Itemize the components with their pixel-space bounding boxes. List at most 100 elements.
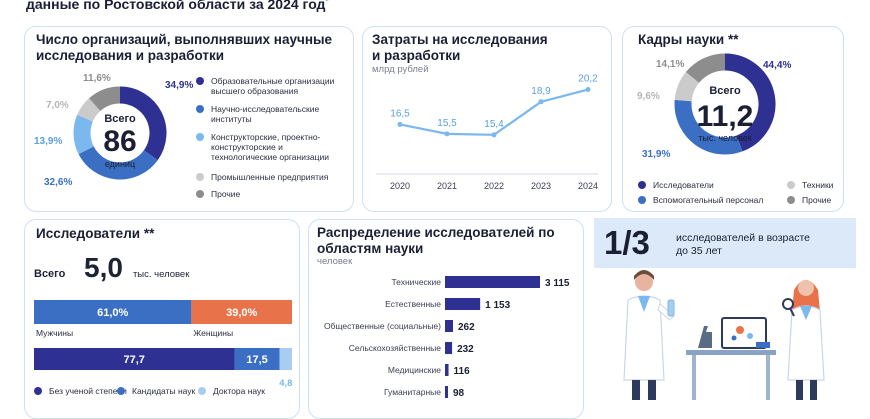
orgs-pct-1: 32,6% (44, 177, 72, 188)
young-fraction: 1/3 (604, 224, 650, 261)
orgs-slice-2 (73, 114, 94, 155)
scientist-right-illustration (782, 280, 825, 400)
fields-bar (445, 386, 448, 398)
fields-value-label: 116 (454, 366, 471, 377)
title-footnote-mark: * (325, 0, 329, 6)
legend-dot (196, 190, 204, 198)
legend-dot (196, 133, 204, 141)
staff-legend-item: Техники (787, 180, 833, 190)
legend-dot (196, 173, 204, 181)
fields-value-label: 232 (457, 344, 474, 355)
orgs-legend-label: Конструкторские, проектно-конструкторски… (211, 132, 329, 162)
lab-illustration (623, 270, 825, 400)
legend-dot (638, 181, 646, 189)
legend-dot (198, 387, 206, 395)
orgs-legend-label: Промышленные предприятия (211, 172, 329, 182)
staff-title-note: ** (728, 32, 739, 47)
degree-bar-value: 4,8 (279, 378, 292, 389)
gender-bar-label: Мужчины (36, 328, 73, 338)
costs-x-tick: 2021 (437, 181, 457, 191)
costs-x-tick: 2020 (390, 181, 410, 191)
costs-value-label: 16,5 (390, 108, 410, 119)
researchers-title: Исследователи ** (36, 226, 154, 242)
researchers-legend-item: Кандидаты наук (117, 386, 195, 396)
orgs-slice-1 (78, 145, 158, 180)
orgs-center-label: Всего (104, 113, 136, 125)
staff-slice-2 (674, 72, 700, 102)
degree-bar-segment (234, 348, 280, 370)
fields-bar (445, 298, 481, 310)
fields-category-label: Гуманитарные (384, 387, 441, 397)
researchers-legend-item: Без ученой степени (34, 386, 127, 396)
orgs-legend-label: Образовательные организации высшего обра… (211, 76, 335, 96)
costs-title: Затраты на исследования и разработки (372, 32, 548, 63)
staff-legend-item: Вспомогательный персонал (638, 195, 763, 205)
costs-x-tick: 2023 (531, 181, 551, 191)
orgs-legend-label: Научно-исследовательские институты (211, 104, 320, 124)
young-text: исследователей в возрасте до 35 лет (676, 232, 810, 258)
gender-bar-segment (34, 300, 192, 324)
legend-dot (34, 387, 42, 395)
fields-category-label: Общественные (социальные) (324, 321, 441, 331)
orgs-center-value: 86 (103, 125, 136, 158)
degree-bar-value: 17,5 (246, 354, 267, 366)
researchers-total-value: 5,0 (84, 252, 123, 283)
researchers-legend-label: Кандидаты наук (132, 386, 196, 396)
page-header: данные по Ростовской области за 2024 год… (26, 0, 329, 12)
orgs-title: Число организаций, выполнявших научные и… (36, 32, 333, 63)
young-panel (594, 218, 856, 268)
researchers-legend-label: Доктора наук (213, 386, 266, 396)
researchers-total-label: Всего (34, 268, 66, 280)
fields-bar-chart: Технические 3 115 Естественные 1 153 Обществ… (324, 276, 570, 399)
costs-value-label: 20,2 (578, 74, 598, 85)
orgs-slice-3 (77, 98, 101, 122)
orgs-legend-item: Научно-исследовательские институты (196, 104, 346, 124)
gender-bar-value: 61,0% (97, 307, 128, 319)
orgs-legend-label: Прочие (211, 189, 241, 199)
legend-dot (196, 77, 204, 85)
staff-title-text: Кадры науки (638, 32, 725, 47)
gender-bar-segment (191, 300, 292, 324)
orgs-legend-item: Конструкторские, проектно-конструкторски… (196, 132, 346, 162)
staff-legend-label: Прочие (802, 195, 832, 205)
page-title: данные по Ростовской области за 2024 год (26, 0, 326, 12)
fields-bar (445, 276, 540, 288)
costs-point (585, 87, 591, 93)
fields-value-label: 98 (453, 388, 465, 399)
staff-pct-2: 9,6% (637, 91, 660, 102)
staff-pct-3: 14,1% (656, 59, 684, 70)
costs-line-chart: 16,5 15,5 15,4 18,9 20,2 2020 2021 2022 2023 202… (376, 74, 598, 191)
costs-point (444, 131, 450, 137)
gender-bar-value: 39,0% (226, 307, 257, 319)
fields-category-label: Технические (391, 277, 441, 287)
staff-center-unit: тыс. человек (698, 133, 752, 143)
degree-bar-segment (279, 348, 292, 370)
orgs-pct-0: 34,9% (165, 80, 193, 91)
staff-legend-label: Исследователи (653, 180, 714, 190)
staff-donut: Всего 11,2 тыс. человек 44,4% 31,9% 9,6%… (637, 53, 791, 160)
gender-bar-label: Женщины (193, 328, 233, 338)
fields-bar (445, 320, 453, 332)
orgs-center-unit: единиц (105, 159, 135, 169)
orgs-legend-item: Промышленные предприятия (196, 172, 346, 182)
fields-card (308, 219, 584, 419)
staff-legend-item: Исследователи (638, 180, 714, 190)
staff-center-value: 11,2 (697, 100, 754, 133)
costs-x-tick: 2024 (578, 181, 598, 191)
staff-legend-item: Прочие (787, 195, 831, 205)
legend-dot (638, 196, 646, 204)
costs-point (491, 132, 497, 138)
researchers-legend-item: Доктора наук (198, 386, 265, 396)
staff-title: Кадры науки ** (638, 32, 739, 48)
orgs-pct-3: 7,0% (46, 100, 69, 111)
fields-unit: человек (317, 256, 353, 267)
researchers-total-unit: тыс. человек (132, 269, 190, 280)
fields-bar (445, 342, 453, 354)
staff-slice-0 (724, 53, 776, 152)
degree-bar-value: 77,7 (124, 354, 145, 366)
costs-point (538, 99, 544, 105)
orgs-donut: Всего 86 единиц 34,9% 32,6% 13,9% 7,0% 1… (34, 73, 193, 188)
staff-slice-3 (685, 53, 726, 84)
researchers-legend-label: Без ученой степени (49, 386, 127, 396)
researchers-title-text: Исследователи (36, 226, 141, 241)
